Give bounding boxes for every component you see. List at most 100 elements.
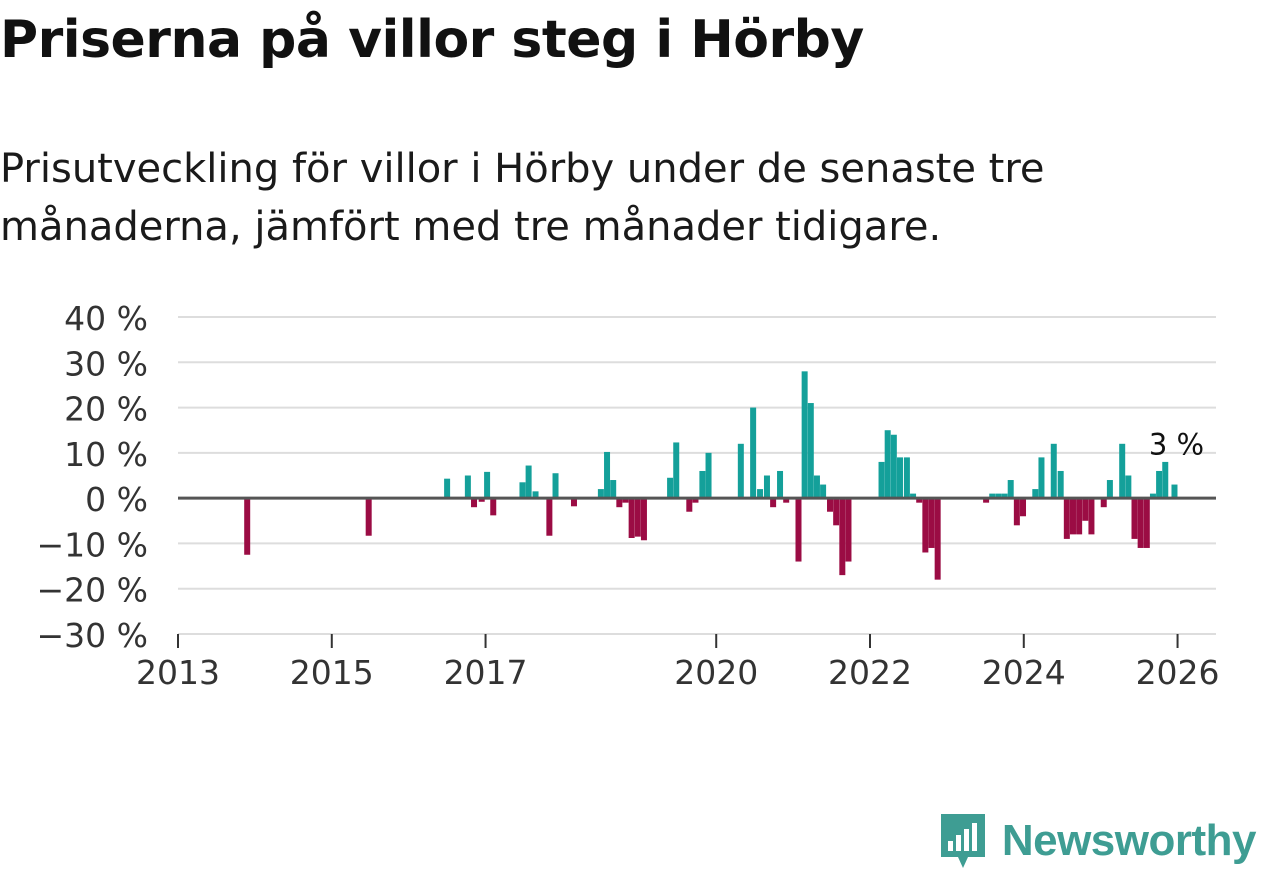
bar <box>616 498 623 508</box>
bar <box>673 442 680 499</box>
bar <box>532 491 539 499</box>
bar <box>910 493 917 499</box>
bar <box>686 498 693 512</box>
bar <box>807 403 814 499</box>
bar <box>1001 493 1008 499</box>
bar <box>783 498 790 503</box>
bar <box>1032 489 1039 499</box>
y-tick-label: 20 % <box>64 390 148 429</box>
bar <box>839 498 846 576</box>
bar <box>1171 484 1178 499</box>
bar <box>1137 498 1144 548</box>
bar <box>490 498 497 516</box>
newsworthy-brand-name: Newsworthy <box>1001 816 1257 865</box>
bar <box>699 470 706 499</box>
bar <box>983 498 990 503</box>
bar <box>244 498 251 555</box>
data-label: 3 % <box>1149 428 1204 462</box>
bar <box>546 498 553 536</box>
bar <box>916 498 923 503</box>
chart-subtitle: Prisutveckling för villor i Hörby under … <box>0 146 1045 250</box>
bar <box>989 493 996 499</box>
bar <box>845 498 852 562</box>
bar <box>896 457 903 499</box>
bar <box>903 457 910 499</box>
bar <box>1106 480 1113 499</box>
bar <box>519 482 526 499</box>
bar <box>1082 498 1089 521</box>
y-tick-label: 0 % <box>85 480 148 519</box>
bar <box>820 484 827 499</box>
bar <box>1088 498 1095 535</box>
bar <box>1069 498 1076 535</box>
newsworthy-logo: Newsworthy <box>938 811 1257 871</box>
bar <box>1149 493 1156 499</box>
x-tick-label: 2022 <box>828 653 912 692</box>
newsworthy-logo-icon <box>940 814 985 868</box>
bar <box>705 452 712 499</box>
y-tick-label: 10 % <box>64 435 148 474</box>
bar <box>777 470 784 499</box>
bar <box>525 465 532 499</box>
bar <box>737 443 744 499</box>
bar <box>1063 498 1070 539</box>
bar <box>1162 461 1169 499</box>
bar <box>1013 498 1020 526</box>
bar <box>1007 480 1014 499</box>
bar <box>628 498 635 538</box>
bar <box>365 498 372 536</box>
bar <box>795 498 802 562</box>
bar <box>922 498 929 553</box>
bar <box>1156 470 1163 499</box>
y-tick-label: −20 % <box>37 571 149 610</box>
bar <box>750 407 757 499</box>
bar <box>464 475 471 499</box>
bar <box>570 498 577 507</box>
bar <box>884 430 891 499</box>
bar <box>813 475 820 499</box>
bar <box>934 498 941 580</box>
bar <box>1131 498 1138 539</box>
y-tick-label: 30 % <box>64 344 148 383</box>
y-tick-label: −10 % <box>37 525 149 564</box>
bar <box>471 498 478 508</box>
bar <box>890 434 897 499</box>
bar <box>622 498 629 503</box>
bar <box>763 475 770 499</box>
y-tick-label: −30 % <box>37 616 149 655</box>
bar-chart: −30 % −20 % −10 % 0 % 10 % 20 % 30 % 40 % 2013 20… <box>37 299 1220 692</box>
bar <box>667 477 674 499</box>
bar <box>478 498 485 502</box>
bar <box>757 489 764 499</box>
bar <box>1100 498 1107 508</box>
chart-title: Priserna på villor steg i Hörby <box>0 10 864 70</box>
bar <box>1038 457 1045 499</box>
bar <box>610 480 617 499</box>
bar <box>484 471 491 499</box>
bar <box>597 489 604 499</box>
bar <box>1050 443 1057 499</box>
bar <box>878 461 885 499</box>
x-tick-label: 2020 <box>674 653 758 692</box>
bar <box>444 478 451 499</box>
bar <box>552 473 559 499</box>
bar <box>1076 498 1083 535</box>
x-tick-label: 2017 <box>444 653 528 692</box>
bar <box>1057 470 1064 499</box>
bar <box>634 498 641 537</box>
y-tick-label: 40 % <box>64 299 148 338</box>
bar <box>833 498 840 526</box>
bar <box>1119 443 1126 499</box>
bar <box>1125 475 1132 499</box>
bar <box>995 493 1002 499</box>
bar <box>1020 498 1027 517</box>
bar <box>928 498 935 548</box>
bar <box>692 498 699 503</box>
bar <box>801 371 808 499</box>
bar <box>1143 498 1150 548</box>
x-tick-label: 2024 <box>982 653 1066 692</box>
bar <box>827 498 834 512</box>
x-tick-label: 2015 <box>290 653 374 692</box>
x-tick-label: 2026 <box>1136 653 1220 692</box>
bar <box>640 498 647 541</box>
